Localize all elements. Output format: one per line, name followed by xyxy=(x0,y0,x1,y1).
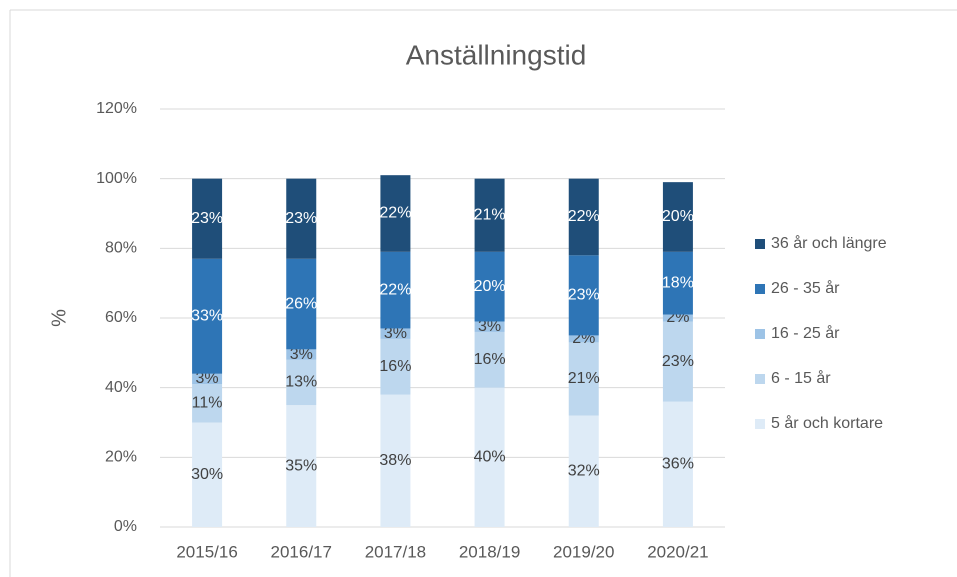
data-label: 33% xyxy=(191,307,223,324)
bar-segment xyxy=(568,255,599,336)
bar-segment xyxy=(192,384,223,423)
bar-segment xyxy=(286,359,317,406)
legend-swatch xyxy=(755,329,765,339)
data-label: 21% xyxy=(568,370,600,387)
data-label: 22% xyxy=(568,208,600,225)
legend-swatch xyxy=(755,419,765,429)
bar-segment xyxy=(568,178,599,256)
data-label: 22% xyxy=(379,281,411,298)
bar-segment xyxy=(662,182,693,252)
bar-segment xyxy=(192,258,223,374)
data-label: 23% xyxy=(191,210,223,227)
y-axis-label: % xyxy=(48,309,70,327)
x-tick-label: 2016/17 xyxy=(271,542,332,561)
x-tick-label: 2020/21 xyxy=(647,542,708,561)
data-label: 30% xyxy=(191,466,223,483)
data-label: 32% xyxy=(568,462,600,479)
legend-swatch xyxy=(755,284,765,294)
bar-segment xyxy=(568,342,599,416)
x-tick-label: 2018/19 xyxy=(459,542,520,561)
legend-label: 6 - 15 år xyxy=(771,369,831,387)
bar-segment xyxy=(286,349,317,360)
data-label: 38% xyxy=(379,452,411,469)
data-label: 22% xyxy=(379,205,411,222)
bar-segment xyxy=(474,251,505,322)
bar-segment xyxy=(380,251,411,329)
data-label: 21% xyxy=(474,206,506,223)
bar-segment xyxy=(192,373,223,385)
y-tick-label: 20% xyxy=(105,449,137,466)
bar-segment xyxy=(568,335,599,343)
y-tick-label: 40% xyxy=(105,379,137,396)
legend-swatch xyxy=(755,239,765,249)
data-label: 16% xyxy=(474,351,506,368)
bar-segment xyxy=(662,314,693,322)
data-label: 3% xyxy=(290,346,313,363)
bar-segment xyxy=(192,422,223,527)
legend-swatch xyxy=(755,374,765,384)
bar-segment xyxy=(286,258,317,350)
y-tick-label: 120% xyxy=(96,100,137,117)
data-label: 23% xyxy=(285,210,317,227)
data-label: 20% xyxy=(474,278,506,295)
data-label: 3% xyxy=(478,318,501,335)
data-label: 16% xyxy=(379,358,411,375)
bar-segment xyxy=(474,331,505,388)
x-tick-label: 2015/16 xyxy=(176,542,237,561)
bar-segment xyxy=(380,338,411,395)
data-label: 23% xyxy=(568,287,600,304)
legend-label: 16 - 25 år xyxy=(771,324,840,342)
bar-segment xyxy=(380,328,411,339)
data-label: 11% xyxy=(192,395,223,412)
bar-segment xyxy=(286,405,317,527)
bar-segment xyxy=(474,178,505,252)
y-tick-label: 0% xyxy=(114,518,137,535)
bar-segment xyxy=(474,321,505,332)
chart-title: Anställningstid xyxy=(406,39,587,70)
data-label: 20% xyxy=(662,208,694,225)
data-label: 23% xyxy=(662,353,694,370)
data-label: 3% xyxy=(384,325,407,342)
bar-segment xyxy=(380,394,411,527)
bar-segment xyxy=(286,178,317,259)
y-tick-label: 100% xyxy=(96,170,137,187)
y-tick-label: 80% xyxy=(105,240,137,257)
bar-segment xyxy=(474,387,505,527)
x-tick-label: 2019/20 xyxy=(553,542,614,561)
legend-label: 26 - 35 år xyxy=(771,279,840,297)
data-label: 35% xyxy=(285,457,317,474)
data-label: 26% xyxy=(285,295,317,312)
data-label: 3% xyxy=(196,370,219,387)
data-label: 13% xyxy=(285,374,317,391)
bar-segment xyxy=(662,251,693,315)
bar-segment xyxy=(662,401,693,527)
data-label: 40% xyxy=(474,449,506,466)
bar-segment xyxy=(380,175,411,252)
y-tick-label: 60% xyxy=(105,309,137,326)
x-tick-label: 2017/18 xyxy=(365,542,426,561)
legend-label: 36 år och längre xyxy=(771,234,887,252)
legend-label: 5 år och kortare xyxy=(771,414,883,432)
bar-segment xyxy=(568,415,599,527)
data-label: 18% xyxy=(662,274,694,291)
bar-segment xyxy=(192,178,223,259)
data-label: 36% xyxy=(662,456,694,473)
bar-segment xyxy=(662,321,693,402)
